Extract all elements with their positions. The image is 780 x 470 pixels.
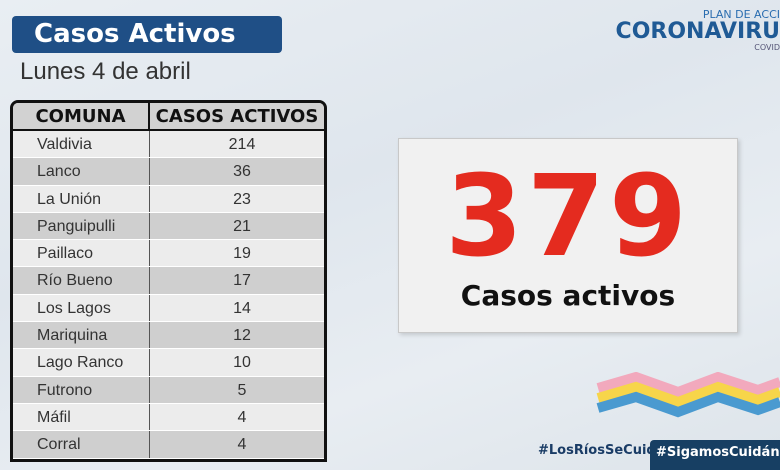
logo-main: CORONAVIRU (615, 19, 780, 44)
comuna-cell: Corral (13, 431, 150, 458)
table-row: Lanco 36 (13, 158, 324, 186)
table-header: COMUNA CASOS ACTIVOS (13, 103, 324, 131)
casos-cell: 10 (233, 354, 251, 372)
comuna-cell: La Unión (13, 185, 150, 212)
table-row: Paillaco 19 (13, 240, 324, 268)
table-row: Río Bueno 17 (13, 267, 324, 295)
table-row: Lago Ranco 10 (13, 349, 324, 377)
logo-sub: COVID (754, 43, 780, 52)
page-title: Casos Activos (12, 16, 282, 53)
comuna-cell: Río Bueno (13, 267, 150, 294)
casos-cell: 14 (233, 299, 251, 317)
comuna-cell: Lanco (13, 158, 150, 185)
wave-yellow (596, 381, 780, 408)
comuna-cell: Máfil (13, 403, 150, 431)
date-label: Lunes 4 de abril (20, 58, 191, 85)
total-label: Casos activos (460, 279, 676, 312)
casos-cell: 23 (233, 190, 251, 208)
total-value: 379 (445, 152, 691, 282)
casos-cell: 21 (233, 217, 251, 235)
casos-cell: 214 (228, 136, 256, 153)
comuna-cell: Lago Ranco (13, 349, 150, 376)
casos-cell: 4 (237, 408, 247, 426)
header-comuna: COMUNA (13, 103, 150, 129)
wave-blue (596, 391, 780, 418)
table-row: Corral 4 (13, 431, 324, 459)
table-row: Máfil 4 (13, 403, 324, 432)
wave-decoration (596, 372, 780, 418)
header-casos: CASOS ACTIVOS (155, 106, 319, 127)
cases-table: COMUNA CASOS ACTIVOS Valdivia 214 Lanco 36 L… (10, 100, 327, 462)
casos-cell: 36 (233, 163, 251, 181)
logo-top: PLAN DE ACCI (702, 8, 780, 21)
casos-cell: 5 (237, 381, 247, 399)
hashtag-losrios: #LosRíosSeCuida (538, 443, 665, 458)
total-card: 379 Casos activos (398, 138, 738, 333)
table-row: Futrono 5 (13, 376, 324, 404)
comuna-cell: Panguipulli (13, 212, 150, 240)
table-row: La Unión 23 (13, 185, 324, 213)
comuna-cell: Paillaco (13, 240, 150, 267)
comuna-cell: Futrono (13, 376, 150, 403)
comuna-cell: Mariquina (13, 322, 150, 349)
hashtag-sigamos: #SigamosCuidándon (650, 440, 780, 470)
wave-pink (596, 372, 780, 398)
comuna-cell: Valdivia (13, 131, 150, 158)
table-row: Panguipulli 21 (13, 212, 324, 241)
table-row: Mariquina 12 (13, 322, 324, 350)
casos-cell: 19 (233, 245, 251, 263)
table-row: Valdivia 214 (13, 131, 324, 159)
table-row: Los Lagos 14 (13, 294, 324, 323)
casos-cell: 4 (237, 436, 247, 454)
coronavirus-logo: PLAN DE ACCI CORONAVIRU COVID (616, 8, 780, 52)
casos-cell: 12 (233, 327, 251, 345)
comuna-cell: Los Lagos (13, 294, 150, 322)
casos-cell: 17 (233, 272, 251, 290)
